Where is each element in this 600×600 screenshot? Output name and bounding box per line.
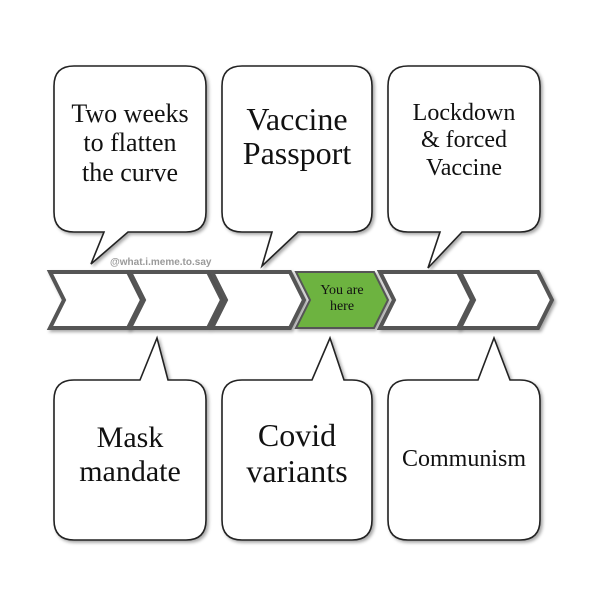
- bubble-top-3-text: Lockdown & forced Vaccine: [412, 99, 516, 181]
- chevron-step: [46, 270, 145, 330]
- bubble-bottom-1-text: Mask mandate: [79, 421, 181, 488]
- bubble-top-1-text: Two weeks to flatten the curve: [71, 99, 189, 187]
- bubble-bottom-1: [53, 335, 207, 541]
- chevron-step: [126, 270, 225, 330]
- you-are-here-label: You are here: [320, 282, 364, 314]
- watermark: @what.i.meme.to.say: [110, 257, 212, 268]
- chevron-step: [208, 270, 307, 330]
- bubble-bottom-2: [221, 335, 373, 541]
- bubble-bottom-2-text: Covid variants: [246, 417, 348, 489]
- bubble-top-2-text: Vaccine Passport: [242, 101, 352, 171]
- chevron-timeline: [46, 270, 555, 330]
- bubble-top-1: [53, 65, 207, 265]
- chevron-step: [376, 270, 475, 330]
- bubble-top-3: [387, 65, 541, 269]
- bubble-top-2: [221, 65, 373, 269]
- chevron-step: [456, 270, 555, 330]
- bubble-bottom-3-text: Communism: [401, 445, 527, 472]
- bubble-bottom-3: [387, 335, 541, 541]
- chevron-current: [294, 271, 390, 329]
